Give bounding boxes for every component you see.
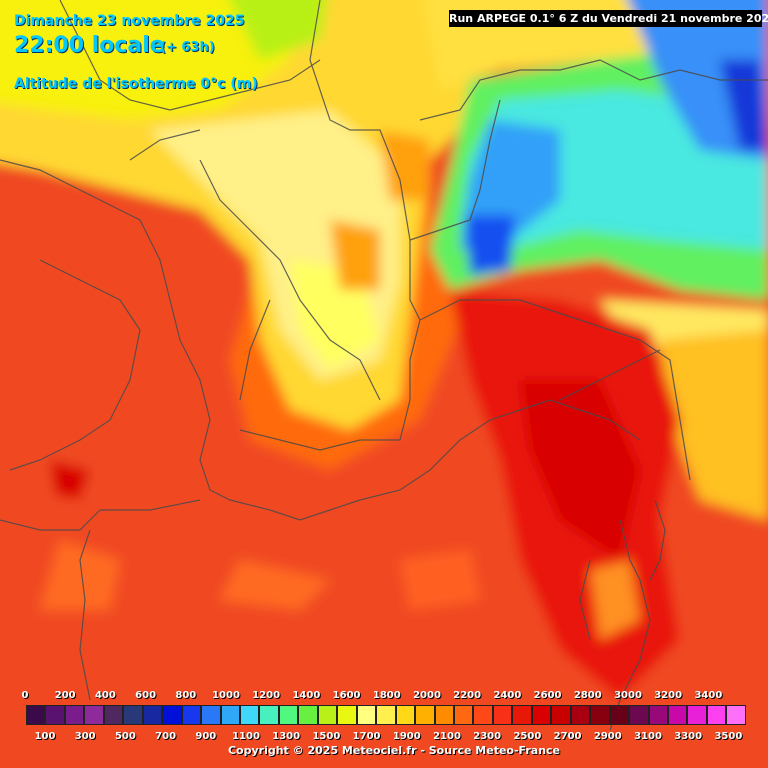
forecast-time: 22:00 locale (14, 33, 165, 58)
legend-swatch (531, 705, 552, 725)
legend-tick-label: 3400 (694, 690, 723, 701)
legend-swatch (453, 705, 474, 725)
legend-tick-label: 900 (195, 731, 217, 742)
legend-tick-label: 2800 (573, 690, 602, 701)
legend-tick-label: 700 (155, 731, 177, 742)
legend-tick-label: 1800 (372, 690, 401, 701)
legend-swatch (609, 705, 630, 725)
legend-tick-label: 1200 (252, 690, 281, 701)
legend-tick-label: 2300 (473, 731, 502, 742)
legend-swatch (142, 705, 163, 725)
legend-swatch (45, 705, 65, 725)
legend-swatch (181, 705, 202, 725)
legend-tick-label: 2100 (433, 731, 461, 742)
legend-tick-label: 800 (175, 690, 197, 701)
legend-swatch (337, 705, 357, 725)
copyright: Copyright © 2025 Meteociel.fr - Source M… (227, 744, 561, 757)
legend-swatch (570, 705, 591, 725)
legend-swatch (64, 705, 85, 725)
legend-tick-label: 100 (34, 731, 56, 742)
legend-tick-label: 2600 (533, 690, 562, 701)
legend-swatch (356, 705, 377, 725)
legend-tick-label: 1400 (292, 690, 321, 701)
legend-tick-label: 300 (74, 731, 96, 742)
legend-swatch (551, 705, 571, 725)
legend-tick-label: 0 (21, 690, 29, 701)
legend-tick-label: 1700 (352, 731, 381, 742)
legend-tick-label: 2000 (413, 690, 441, 701)
legend-tick-label: 3200 (654, 690, 683, 701)
legend-bottom-labels: 100 300 500 700 900 1100 1300 1500 1700 1900 2100 2… (0, 731, 768, 745)
legend-swatch (512, 705, 532, 725)
legend-swatch (434, 705, 454, 725)
legend-tick-label: 1600 (332, 690, 361, 701)
legend-tick-label: 3500 (714, 731, 743, 742)
legend-tick-label: 1100 (232, 731, 260, 742)
legend-tick-label: 3000 (614, 690, 642, 701)
legend-tick-label: 2200 (453, 690, 482, 701)
legend-tick-label: 1000 (212, 690, 240, 701)
legend-swatch (629, 705, 649, 725)
legend-swatch (26, 705, 46, 725)
legend-tick-label: 3100 (634, 731, 662, 742)
legend-tick-label: 1300 (272, 731, 301, 742)
legend-tick-label: 3300 (674, 731, 703, 742)
legend-swatch (376, 705, 396, 725)
forecast-date: Dimanche 23 novembre 2025 (14, 13, 245, 29)
legend-swatch (201, 705, 221, 725)
parameter-title: Altitude de l'isotherme 0°c (m) (14, 76, 258, 92)
legend-swatch (123, 705, 143, 725)
legend-tick-label: 500 (114, 731, 136, 742)
legend-swatch (687, 705, 707, 725)
legend-swatch (220, 705, 240, 725)
legend-swatch (473, 705, 493, 725)
legend-tick-label: 2700 (553, 731, 582, 742)
legend-tick-label: 1500 (312, 731, 341, 742)
legend-swatch (317, 705, 338, 725)
legend-swatch (103, 705, 124, 725)
legend-swatch (415, 705, 435, 725)
legend-tick-label: 1900 (392, 731, 421, 742)
legend-tick-label: 2400 (493, 690, 522, 701)
legend-tick-label: 400 (94, 690, 116, 701)
legend-swatch (667, 705, 688, 725)
legend-swatch (162, 705, 182, 725)
legend-swatch (492, 705, 513, 725)
legend-top-labels: 0 200 400 600 800 1000 1200 1400 1600 1800 2000 220… (0, 690, 768, 704)
lead-time: (+ 63h) (160, 40, 215, 55)
legend-swatch (648, 705, 668, 725)
run-info: Run ARPEGE 0.1° 6 Z du Vendredi 21 novem… (449, 10, 768, 27)
legend-tick-label: 200 (54, 690, 76, 701)
legend-swatch (84, 705, 104, 725)
legend-tick-label: 2500 (513, 731, 542, 742)
legend-swatch (590, 705, 610, 725)
legend-color-scale (26, 705, 746, 725)
legend-swatch (259, 705, 279, 725)
legend-tick-label: 600 (135, 690, 157, 701)
legend-swatch (278, 705, 299, 725)
legend-swatch (726, 705, 746, 725)
legend-swatch (706, 705, 727, 725)
legend-swatch (395, 705, 416, 725)
legend-tick-label: 2900 (593, 731, 622, 742)
legend-swatch (298, 705, 318, 725)
legend-swatch (239, 705, 260, 725)
